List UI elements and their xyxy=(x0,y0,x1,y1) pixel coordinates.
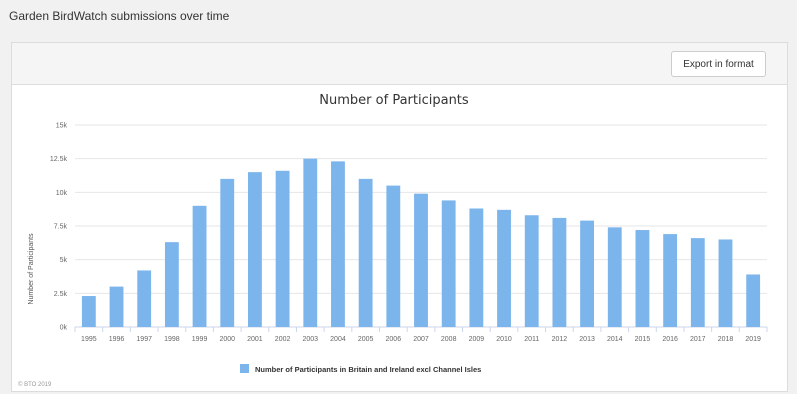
bar-2014[interactable] xyxy=(607,227,622,327)
y-tick-label: 7.5k xyxy=(54,224,68,231)
bar-2010[interactable] xyxy=(497,209,511,327)
x-tick-label: 2015 xyxy=(635,336,651,343)
bar-2007[interactable] xyxy=(414,193,428,327)
legend[interactable]: Number of Participants in Britain and Ir… xyxy=(240,364,481,374)
bar-2001[interactable] xyxy=(248,172,262,327)
y-tick-label: 2.5k xyxy=(54,291,68,298)
x-tick-label: 2001 xyxy=(247,336,263,343)
x-tick-label: 2005 xyxy=(358,336,374,343)
bar-2006[interactable] xyxy=(386,185,401,327)
page-title: Garden BirdWatch submissions over time xyxy=(9,9,230,23)
bar-1998[interactable] xyxy=(164,242,179,327)
x-tick-label: 1998 xyxy=(164,336,180,343)
legend-label: Number of Participants in Britain and Ir… xyxy=(255,365,481,374)
x-tick-label: 2007 xyxy=(413,336,429,343)
x-tick-label: 2004 xyxy=(330,336,346,343)
bar-2016[interactable] xyxy=(663,234,678,327)
x-tick-label: 2009 xyxy=(469,336,485,343)
export-button[interactable]: Export in format xyxy=(671,51,766,77)
bar-2013[interactable] xyxy=(580,220,594,327)
x-tick-label: 2008 xyxy=(441,336,457,343)
bar-2002[interactable] xyxy=(275,170,290,327)
y-tick-label: 5k xyxy=(60,257,68,264)
x-tick-label: 2017 xyxy=(690,336,706,343)
chart-title: Number of Participants xyxy=(319,93,469,108)
bar-1995[interactable] xyxy=(81,296,96,327)
y-tick-label: 12.5k xyxy=(50,156,68,163)
y-tick-label: 15k xyxy=(56,123,68,130)
bar-2018[interactable] xyxy=(718,239,733,327)
x-tick-label: 1996 xyxy=(109,336,125,343)
bar-1999[interactable] xyxy=(192,205,207,327)
x-tick-label: 2016 xyxy=(662,336,678,343)
x-tick-label: 1997 xyxy=(136,336,152,343)
bar-2000[interactable] xyxy=(220,178,235,327)
y-tick-label: 0k xyxy=(60,325,68,332)
bar-2019[interactable] xyxy=(746,274,761,327)
participants-chart: Number of Participants 0k 2.5k 5k 7.5k 10k 12… xyxy=(18,93,768,388)
x-tick-label: 2014 xyxy=(607,336,623,343)
legend-swatch xyxy=(240,364,249,373)
y-tick-label: 10k xyxy=(56,190,68,197)
x-tick-label: 2011 xyxy=(524,336,539,343)
bar-2004[interactable] xyxy=(331,161,345,327)
x-tick-label: 1999 xyxy=(192,336,208,343)
x-tick-label: 2010 xyxy=(496,336,512,343)
chart-panel: Export in format Number of Participants … xyxy=(11,42,788,392)
bar-2009[interactable] xyxy=(469,208,484,327)
credit-text: © BTO 2019 xyxy=(18,381,52,388)
x-tick-label: 2006 xyxy=(386,336,402,343)
y-axis-title: Number of Participants xyxy=(28,233,35,305)
bar-2017[interactable] xyxy=(690,238,705,327)
x-tick-label: 2013 xyxy=(579,336,595,343)
x-tick-label: 2003 xyxy=(302,336,318,343)
bar-2015[interactable] xyxy=(635,230,650,327)
x-tick-label: 2002 xyxy=(275,336,291,343)
y-axis-ticks: 0k 2.5k 5k 7.5k 10k 12.5k 15k xyxy=(50,123,68,332)
x-tick-label: 2018 xyxy=(718,336,734,343)
bar-2005[interactable] xyxy=(358,178,373,327)
x-tick-label: 2000 xyxy=(219,336,235,343)
x-tick-label: 1995 xyxy=(81,336,97,343)
bar-1996[interactable] xyxy=(109,286,124,327)
bar-2011[interactable] xyxy=(524,215,539,327)
x-tick-label: 2019 xyxy=(745,336,761,343)
bars xyxy=(81,158,761,327)
bar-2008[interactable] xyxy=(441,200,456,327)
chart-toolbar: Export in format xyxy=(12,43,787,85)
bar-2003[interactable] xyxy=(303,158,318,327)
x-axis-ticks: 1995 1996 1997 1998 1999 2000 2001 2002 2003 2004… xyxy=(74,327,768,343)
x-tick-label: 2012 xyxy=(552,336,568,343)
bar-2012[interactable] xyxy=(552,217,567,327)
bar-1997[interactable] xyxy=(137,270,152,327)
